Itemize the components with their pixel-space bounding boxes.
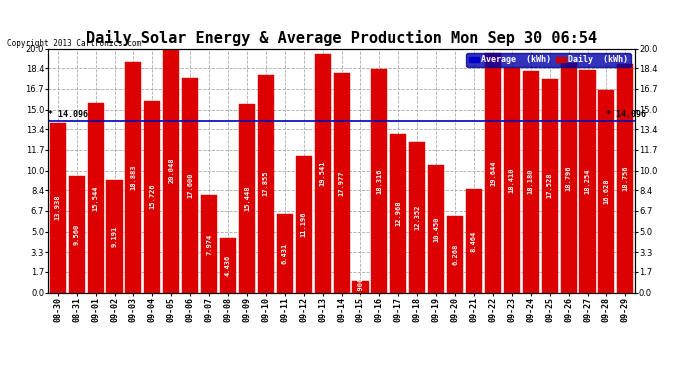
Text: 17.528: 17.528 (546, 173, 553, 198)
Bar (50, 123, 66, 292)
Text: 19.541: 19.541 (319, 160, 326, 186)
Bar (485, 53, 501, 292)
Bar (315, 54, 331, 292)
Bar (182, 78, 198, 292)
Bar (542, 79, 558, 292)
Text: 18.756: 18.756 (622, 165, 629, 191)
Text: * 14.096: * 14.096 (48, 110, 88, 119)
Bar (560, 63, 577, 292)
Text: 10.450: 10.450 (433, 216, 439, 242)
Bar (447, 216, 463, 292)
Text: 12.968: 12.968 (395, 201, 402, 226)
Bar (201, 195, 217, 292)
Bar (277, 214, 293, 292)
Text: 12.352: 12.352 (414, 204, 420, 230)
Bar (504, 68, 520, 292)
Text: Copyright 2013 Cartronics.com: Copyright 2013 Cartronics.com (7, 39, 141, 48)
Text: 7.974: 7.974 (206, 233, 212, 255)
Bar (68, 176, 85, 292)
Text: 17.600: 17.600 (187, 172, 193, 198)
Text: 18.180: 18.180 (528, 169, 534, 195)
Bar (126, 62, 141, 292)
Text: 9.560: 9.560 (74, 224, 79, 245)
Text: 9.191: 9.191 (112, 226, 117, 247)
Text: 20.048: 20.048 (168, 158, 175, 183)
Bar (618, 64, 633, 292)
Bar (164, 48, 179, 292)
Text: 18.410: 18.410 (509, 168, 515, 193)
Text: 18.796: 18.796 (566, 165, 571, 191)
Text: 15.544: 15.544 (92, 185, 99, 210)
Text: 19.644: 19.644 (490, 160, 496, 186)
Bar (371, 69, 387, 292)
Text: 6.268: 6.268 (452, 244, 458, 265)
Text: 15.726: 15.726 (149, 184, 155, 209)
Legend: Average  (kWh), Daily  (kWh): Average (kWh), Daily (kWh) (466, 53, 631, 67)
Text: 11.196: 11.196 (301, 211, 307, 237)
Text: 18.883: 18.883 (130, 165, 137, 190)
Bar (391, 135, 406, 292)
Bar (523, 71, 539, 292)
Text: 6.431: 6.431 (282, 243, 288, 264)
Text: 15.448: 15.448 (244, 186, 250, 211)
Bar (88, 103, 103, 292)
Text: 0.906: 0.906 (357, 277, 364, 298)
Bar (144, 101, 160, 292)
Text: 18.254: 18.254 (584, 168, 591, 194)
Bar (296, 156, 312, 292)
Text: 16.628: 16.628 (604, 178, 609, 204)
Text: 13.938: 13.938 (55, 195, 61, 220)
Bar (409, 142, 425, 292)
Bar (598, 90, 615, 292)
Bar (106, 180, 123, 292)
Bar (466, 189, 482, 292)
Title: Daily Solar Energy & Average Production Mon Sep 30 06:54: Daily Solar Energy & Average Production … (86, 30, 597, 46)
Bar (580, 70, 595, 292)
Bar (428, 165, 444, 292)
Text: * 14.096: * 14.096 (606, 110, 646, 119)
Bar (353, 282, 368, 292)
Bar (258, 75, 274, 292)
Text: 4.436: 4.436 (225, 255, 231, 276)
Text: 8.464: 8.464 (471, 230, 477, 252)
Bar (239, 104, 255, 292)
Text: 17.977: 17.977 (339, 170, 344, 196)
Text: 18.316: 18.316 (376, 168, 382, 194)
Bar (333, 74, 350, 292)
Text: 17.855: 17.855 (263, 171, 269, 196)
Bar (220, 238, 236, 292)
